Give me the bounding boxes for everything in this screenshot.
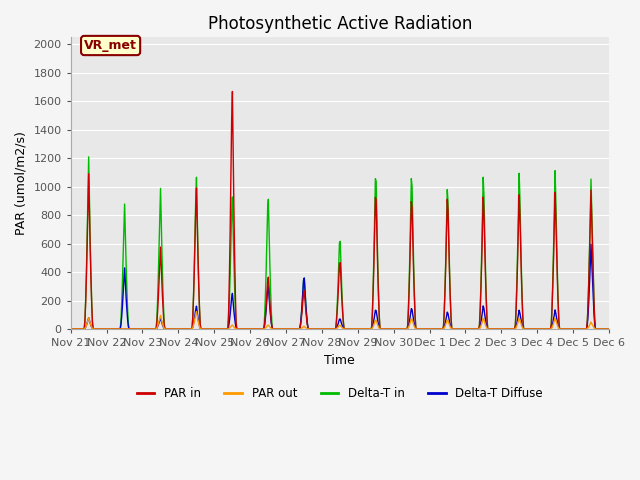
PAR in <box>67 326 74 332</box>
Delta-T in <box>418 326 426 332</box>
PAR out <box>450 326 458 332</box>
Line: Delta-T in: Delta-T in <box>70 157 640 329</box>
Title: Photosynthetic Active Radiation: Photosynthetic Active Radiation <box>207 15 472 33</box>
Line: PAR out: PAR out <box>70 312 640 329</box>
Delta-T Diffuse <box>587 241 595 247</box>
Delta-T Diffuse <box>417 326 425 332</box>
PAR out <box>67 326 74 332</box>
Delta-T Diffuse <box>67 326 74 332</box>
Text: VR_met: VR_met <box>84 39 137 52</box>
PAR in <box>228 89 236 95</box>
PAR in <box>241 326 248 332</box>
X-axis label: Time: Time <box>324 354 355 367</box>
Delta-T Diffuse <box>268 325 276 331</box>
PAR out <box>241 326 248 332</box>
Legend: PAR in, PAR out, Delta-T in, Delta-T Diffuse: PAR in, PAR out, Delta-T in, Delta-T Dif… <box>132 383 548 405</box>
PAR in <box>134 326 142 332</box>
PAR out <box>269 326 276 332</box>
PAR out <box>193 309 200 314</box>
PAR in <box>418 326 426 332</box>
Delta-T Diffuse <box>449 326 457 332</box>
PAR in <box>291 326 298 332</box>
Y-axis label: PAR (umol/m2/s): PAR (umol/m2/s) <box>15 131 28 235</box>
Delta-T in <box>269 326 276 332</box>
Delta-T in <box>450 326 458 332</box>
PAR in <box>450 326 458 332</box>
PAR out <box>418 326 426 332</box>
PAR out <box>291 326 298 332</box>
Delta-T in <box>85 154 93 160</box>
Line: Delta-T Diffuse: Delta-T Diffuse <box>70 244 640 329</box>
Delta-T Diffuse <box>240 326 248 332</box>
Delta-T in <box>135 326 143 332</box>
Delta-T in <box>67 326 74 332</box>
Delta-T in <box>241 326 248 332</box>
PAR out <box>134 326 142 332</box>
Delta-T Diffuse <box>134 326 142 332</box>
Line: PAR in: PAR in <box>70 92 640 329</box>
PAR in <box>269 326 276 332</box>
Delta-T in <box>291 326 298 332</box>
Delta-T Diffuse <box>290 326 298 332</box>
